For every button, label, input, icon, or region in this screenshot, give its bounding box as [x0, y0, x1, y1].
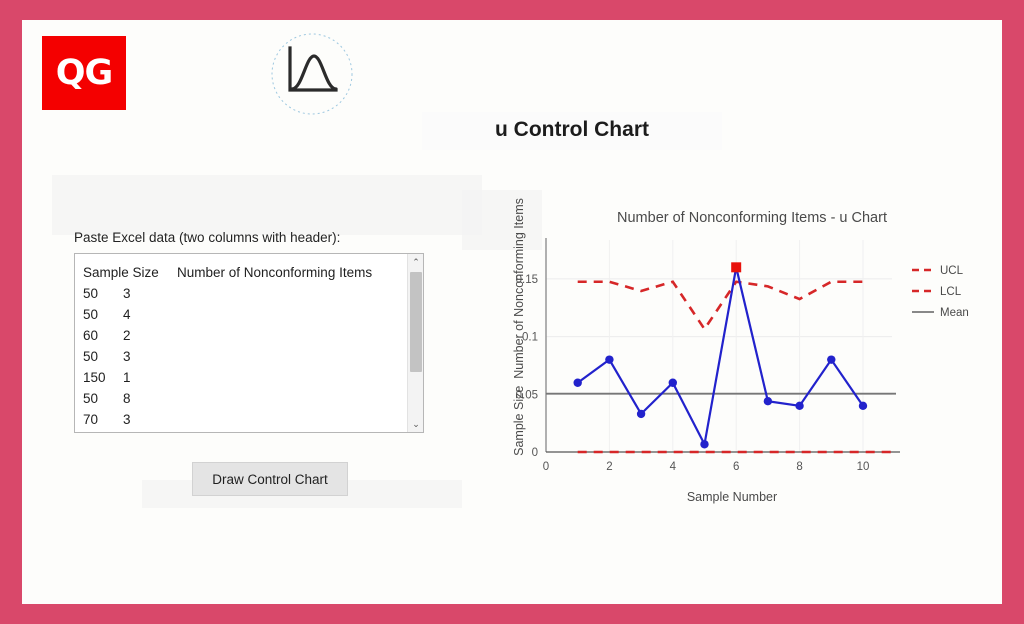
- row-sample-size: 150: [83, 370, 106, 385]
- svg-text:2: 2: [606, 461, 612, 473]
- textarea-row: 70 3: [83, 409, 403, 430]
- row-sample-size: 50: [83, 286, 99, 301]
- svg-text:4: 4: [670, 461, 677, 473]
- textarea-row: 50 4: [83, 304, 403, 325]
- row-sample-size: 60: [83, 328, 99, 343]
- svg-text:0.1: 0.1: [522, 332, 538, 344]
- ghost-panel-chart: [462, 190, 542, 250]
- textarea-row: 150 1: [83, 367, 403, 388]
- svg-text:0.05: 0.05: [516, 389, 538, 401]
- textarea-scrollbar[interactable]: ⌃ ⌄: [407, 254, 423, 432]
- qg-logo-text: QG: [55, 52, 113, 93]
- textarea-header-col2: Number of Nonconforming Items: [177, 265, 373, 280]
- scroll-up-icon[interactable]: ⌃: [412, 257, 420, 267]
- row-nonconforming: 8: [123, 391, 131, 406]
- draw-control-chart-button[interactable]: Draw Control Chart: [192, 462, 348, 496]
- svg-text:UCL: UCL: [940, 265, 964, 277]
- row-nonconforming: 3: [123, 286, 131, 301]
- textarea-content: Sample Size Number of Nonconforming Items…: [83, 262, 403, 430]
- normal-distribution-curve-icon: [270, 32, 354, 116]
- ghost-panel-left: [52, 175, 482, 235]
- scroll-down-icon[interactable]: ⌄: [412, 419, 420, 429]
- svg-text:Mean: Mean: [940, 307, 969, 319]
- qg-logo[interactable]: QG: [42, 36, 126, 110]
- app-page: QG u Control Chart Paste Excel data (two…: [22, 20, 1002, 604]
- control-chart-panel: Number of Nonconforming Items - u Chart …: [482, 190, 992, 520]
- row-sample-size: 50: [83, 349, 99, 364]
- chart-title: Number of Nonconforming Items - u Chart: [617, 210, 887, 226]
- scrollbar-thumb[interactable]: [410, 272, 422, 372]
- paste-data-textarea[interactable]: Sample Size Number of Nonconforming Items…: [74, 253, 424, 433]
- row-nonconforming: 2: [123, 328, 131, 343]
- svg-text:0: 0: [543, 461, 549, 473]
- row-nonconforming: 3: [123, 412, 131, 427]
- svg-text:6: 6: [733, 461, 739, 473]
- row-sample-size: 50: [83, 307, 99, 322]
- row-nonconforming: 3: [123, 349, 131, 364]
- paste-data-label: Paste Excel data (two columns with heade…: [74, 230, 341, 245]
- svg-text:LCL: LCL: [940, 286, 962, 298]
- textarea-row: 50 3: [83, 283, 403, 304]
- textarea-row: 50 8: [83, 388, 403, 409]
- chart-x-axis-label: Sample Number: [686, 490, 778, 504]
- textarea-row: 60 2: [83, 325, 403, 346]
- row-nonconforming: 1: [123, 370, 131, 385]
- svg-text:0.15: 0.15: [516, 274, 538, 286]
- row-nonconforming: 4: [123, 307, 131, 322]
- data-entry-panel: Paste Excel data (two columns with heade…: [74, 230, 454, 496]
- textarea-row: 50 3: [83, 346, 403, 367]
- textarea-header-row: Sample Size Number of Nonconforming Items: [83, 262, 403, 283]
- svg-text:8: 8: [796, 461, 802, 473]
- row-sample-size: 70: [83, 412, 99, 427]
- page-title: u Control Chart: [422, 112, 722, 150]
- row-sample-size: 50: [83, 391, 99, 406]
- chart-plot: 0 0.05 0.1 0.15 0 2 4 6 8 10 UCL LCL Mean: [516, 238, 969, 473]
- svg-text:10: 10: [857, 461, 870, 473]
- svg-text:0: 0: [532, 447, 538, 459]
- textarea-header-col1: Sample Size: [83, 265, 159, 280]
